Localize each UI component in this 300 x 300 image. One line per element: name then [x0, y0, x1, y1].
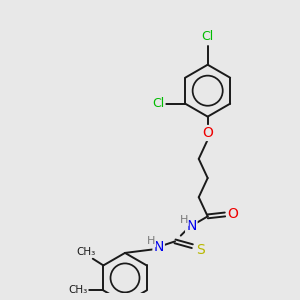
Text: H: H [147, 236, 155, 246]
Text: N: N [154, 240, 164, 254]
Text: Cl: Cl [202, 30, 214, 44]
Text: S: S [196, 243, 205, 257]
Text: O: O [227, 208, 238, 221]
Text: Cl: Cl [152, 97, 164, 110]
Text: N: N [186, 219, 196, 233]
Text: CH₃: CH₃ [76, 247, 96, 257]
Text: O: O [202, 126, 213, 140]
Text: H: H [179, 215, 188, 225]
Text: CH₃: CH₃ [69, 285, 88, 296]
